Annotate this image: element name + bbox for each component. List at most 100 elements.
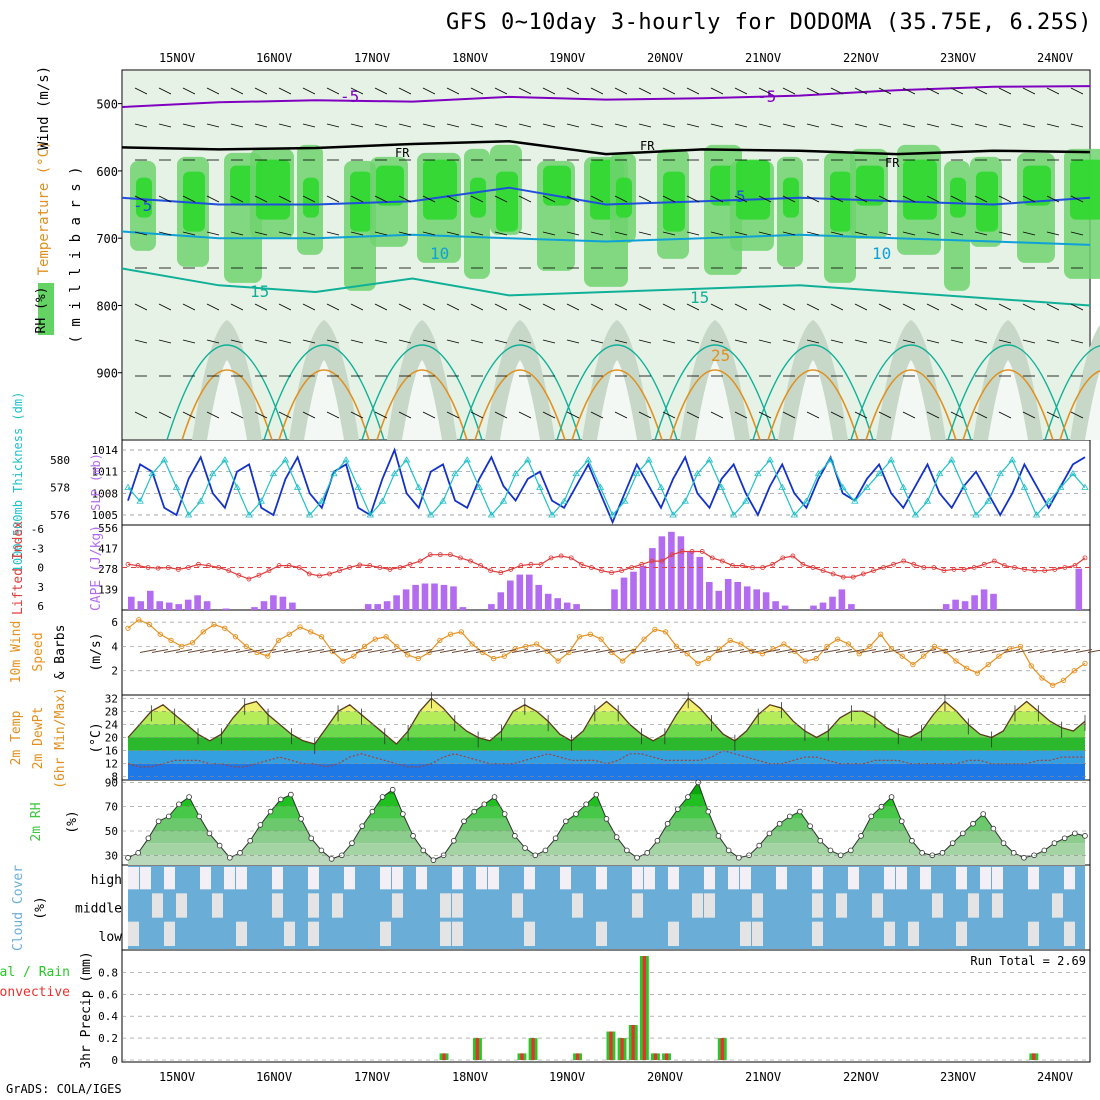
wind-barb: [230, 123, 244, 128]
wind-barb: [470, 195, 484, 203]
wind-barb: [638, 339, 652, 344]
cloud-gap-middle: [704, 893, 715, 918]
wind-barb: [638, 411, 652, 419]
thickness-point: [511, 469, 520, 477]
wind-barb: [566, 411, 580, 419]
isotherm-20: [752, 344, 874, 441]
thickness-point: [802, 497, 811, 504]
lifted-index-point: [719, 558, 725, 564]
rh-point: [165, 813, 172, 820]
lifted-tick-label: -3: [31, 542, 44, 555]
surface-wind-barb: [175, 649, 193, 653]
wind-barb: [446, 123, 460, 128]
cloud-gap-low: [452, 921, 463, 946]
cloud-gap-middle: [452, 893, 463, 918]
thickness-point: [293, 483, 302, 490]
rh-point: [1082, 833, 1088, 839]
surface-wind-barb: [223, 649, 241, 653]
cape-tick-label: 417: [98, 543, 118, 556]
surface-wind-barb: [847, 649, 865, 653]
wind-barb: [902, 231, 916, 236]
rh-point: [634, 854, 640, 861]
wind-barb: [1046, 87, 1060, 95]
isotherm-25: [474, 369, 566, 441]
pressure-tick-label: 500: [96, 98, 118, 112]
wind-barb: [446, 231, 460, 236]
surface-wind-barb: [379, 649, 397, 653]
slp-line: [127, 447, 1086, 525]
thickness-point: [487, 511, 496, 518]
surface-wind-barb: [607, 649, 625, 653]
thickness-tick-label: 578: [50, 482, 70, 495]
bottom-day-label: 16NOV: [256, 1070, 292, 1084]
wind-barb: [326, 231, 340, 236]
rh2m-units: (%): [65, 810, 80, 833]
rh-point: [237, 850, 243, 856]
wind-speed-point: [243, 643, 249, 650]
isotherm-25: [767, 369, 859, 441]
wind-barb: [590, 339, 604, 344]
cloud-gap-low: [1064, 921, 1075, 946]
cloud-gap-middle: [332, 893, 343, 918]
dewpt2m-label: 2m DewPt: [31, 707, 46, 770]
wind-speed-point: [921, 653, 927, 659]
lifted-index-point: [165, 565, 171, 570]
thickness-point: [124, 483, 132, 490]
top-day-label: 24NOV: [1037, 51, 1073, 65]
rh-point: [766, 830, 773, 837]
rh-cell-moist: [256, 159, 290, 220]
rh-point: [939, 850, 946, 856]
cape-bar: [128, 596, 135, 610]
wind-barb: [686, 231, 700, 236]
wind-speed-point: [297, 624, 303, 630]
slp-tick-label: 1014: [92, 444, 119, 457]
lifted-index-point: [407, 561, 413, 567]
cape-bar: [194, 595, 201, 610]
wind-barb: [518, 87, 532, 95]
cape-bar: [450, 586, 457, 610]
wind-barb: [446, 87, 460, 95]
rh-point: [960, 830, 966, 837]
precip-convective-bar: [653, 1053, 658, 1060]
lifted-index-point: [588, 565, 594, 570]
cloud-gap-high: [380, 867, 391, 890]
thickness-point: [608, 511, 617, 518]
precip-tick-label: 0.8: [98, 966, 118, 979]
cape-bar: [222, 608, 230, 610]
wind-barb: [1046, 195, 1060, 203]
cape-bar: [544, 593, 552, 610]
wind-speed-point: [576, 634, 583, 640]
wind-speed-point: [630, 648, 637, 654]
rh-cell-moist: [856, 165, 884, 206]
lifted-tick-label: 6: [37, 600, 44, 613]
wind-barb: [974, 87, 988, 95]
wind-barb: [566, 303, 580, 311]
lifted-index-point: [568, 555, 574, 561]
cloud-gap-low: [380, 921, 391, 946]
lifted-index-point: [800, 561, 806, 567]
dry-plume-core: [1085, 370, 1100, 440]
temp-tick-label: 20: [105, 732, 118, 745]
wind-barb: [974, 339, 988, 344]
wind-speed-point: [437, 637, 443, 644]
thickness-point: [233, 483, 241, 490]
rh-point: [1000, 840, 1007, 846]
cape-bar: [526, 574, 533, 610]
wind-barb: [662, 339, 676, 344]
lifted-index-point: [840, 574, 846, 580]
lifted-index-point: [397, 565, 403, 570]
wind-barb: [350, 231, 364, 236]
wind-barb: [422, 411, 436, 419]
wind-barb: [206, 339, 220, 344]
cloud-gap-middle: [212, 893, 223, 918]
rh-point: [135, 850, 141, 856]
lifted-index-point: [447, 552, 453, 558]
surface-wind-barb: [199, 649, 217, 653]
cloud-gap-high: [884, 867, 895, 890]
cape-bar: [952, 599, 959, 610]
thickness-point: [633, 469, 641, 477]
wind-barb: [1070, 303, 1084, 311]
dry-plume-core: [304, 360, 344, 440]
cloud-gap-low: [908, 921, 919, 946]
thickness-point: [257, 497, 265, 504]
